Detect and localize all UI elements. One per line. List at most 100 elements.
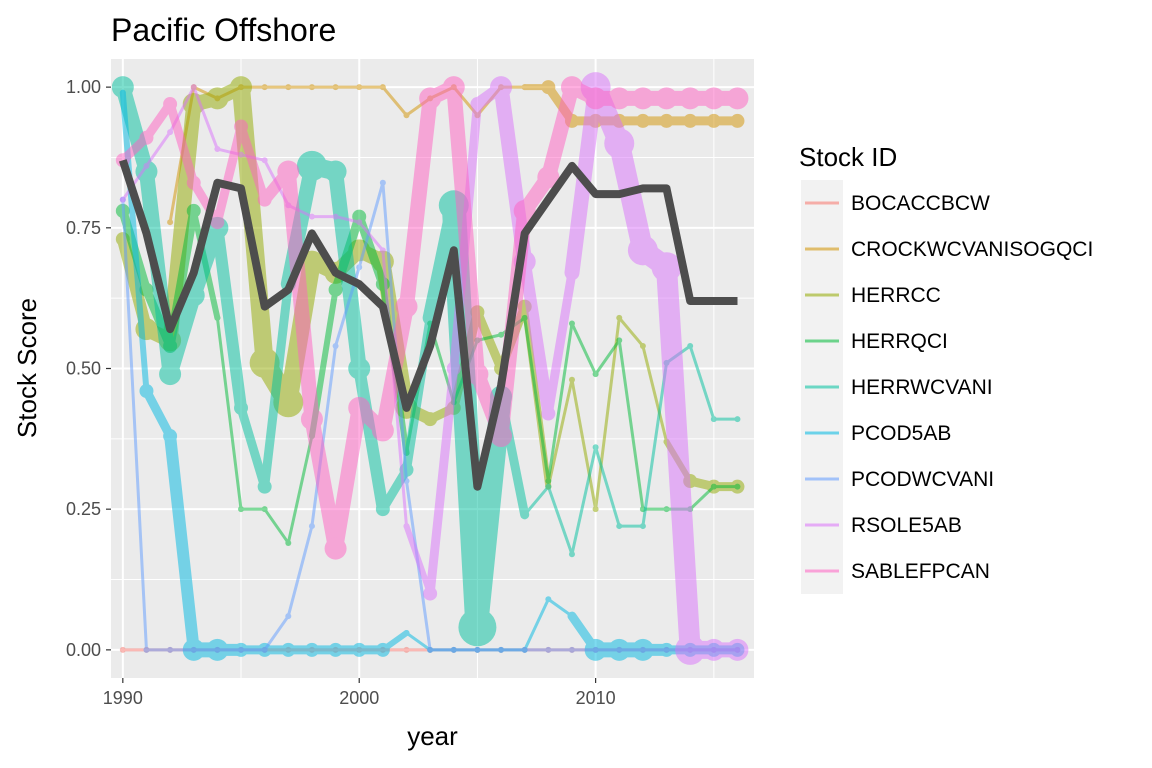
series-point [498, 646, 505, 653]
series-point [328, 642, 343, 657]
series-point [541, 80, 556, 95]
series-segment [688, 344, 716, 421]
series-segment [263, 614, 290, 652]
series-point [308, 213, 315, 220]
series-segment [121, 198, 148, 652]
series-point [490, 76, 513, 99]
series-point [631, 87, 654, 110]
series-segment [280, 164, 320, 427]
series-point [214, 146, 221, 153]
series-segment [353, 362, 389, 516]
series-point [679, 87, 702, 110]
series-point [419, 87, 442, 110]
series-point [379, 247, 386, 254]
series-segment [211, 221, 248, 414]
series-segment [594, 338, 621, 376]
x-tick-label: 1990 [103, 688, 143, 708]
series-point [675, 634, 706, 665]
series-point [214, 646, 221, 653]
series-point [627, 235, 658, 266]
series-point [564, 265, 579, 280]
series-segment [119, 89, 150, 395]
series-point [261, 506, 268, 513]
series-point [639, 523, 646, 530]
series-point [702, 638, 725, 661]
series-segment [215, 316, 243, 511]
legend-label: CROCKWCVANISOGQCI [851, 238, 1093, 261]
series-segment [641, 344, 669, 444]
series-segment [121, 164, 148, 202]
series-point [186, 203, 201, 218]
series-point [395, 295, 418, 318]
series-segment [328, 164, 367, 376]
series-segment [164, 430, 200, 656]
series-point [332, 84, 339, 91]
series-point [403, 523, 410, 530]
y-axis-title: Stock Score [12, 298, 42, 438]
series-segment [617, 338, 645, 511]
series-point [734, 416, 741, 423]
series-segment [546, 378, 574, 489]
series-point [375, 642, 390, 657]
series-point [521, 84, 528, 91]
legend-label: BOCACCBCW [851, 192, 990, 215]
series-point [592, 506, 599, 513]
series-point [568, 646, 575, 653]
series-point [308, 523, 315, 530]
series-point [261, 84, 268, 91]
series-PCODWCVANI [119, 179, 741, 653]
series-point [616, 314, 623, 321]
series-point [332, 342, 339, 349]
series-SABLEFPCAN [115, 76, 749, 560]
series-segment [523, 485, 550, 517]
series-point [135, 160, 158, 183]
series-point [261, 646, 268, 653]
series-point [371, 419, 394, 442]
series-point [513, 199, 536, 222]
series-point [403, 646, 410, 653]
series-point [490, 425, 513, 448]
series-point [139, 130, 154, 145]
series-point [257, 479, 272, 494]
series-point [560, 76, 583, 99]
series-point [726, 638, 749, 661]
series-point [450, 646, 457, 653]
series-point [281, 642, 296, 657]
series-point [568, 613, 575, 620]
series-point [521, 646, 528, 653]
series-point [356, 84, 363, 91]
series-point [324, 160, 347, 183]
series-segment [472, 307, 506, 373]
series-point [167, 129, 174, 136]
chart-title: Pacific Offshore [111, 12, 336, 48]
series-point [442, 76, 465, 99]
series-point [655, 87, 678, 110]
series-segment [608, 132, 654, 261]
series-segment [115, 79, 154, 180]
series-point [592, 371, 599, 378]
series-point [332, 213, 339, 220]
series-point [423, 586, 438, 601]
series-point [734, 483, 741, 490]
x-axis: 1990 2000 2010 [103, 678, 616, 708]
series-point [186, 175, 201, 190]
series-segment [594, 445, 621, 528]
series-point [616, 646, 623, 653]
series-point [470, 97, 485, 112]
series-point [356, 264, 363, 271]
series-point [285, 613, 292, 620]
series-point [230, 76, 253, 99]
series-point [304, 642, 319, 657]
series-point [356, 219, 363, 226]
series-point [352, 642, 367, 657]
series-segment [688, 485, 716, 511]
series-point [568, 551, 575, 558]
series-segment [523, 597, 550, 652]
series-point [285, 84, 292, 91]
series-point [521, 511, 528, 518]
y-tick-label: 0.50 [66, 359, 101, 379]
legend-label: HERRCC [851, 284, 941, 307]
mean-line [118, 159, 738, 491]
series-point [687, 342, 694, 349]
series-segment [357, 181, 385, 269]
